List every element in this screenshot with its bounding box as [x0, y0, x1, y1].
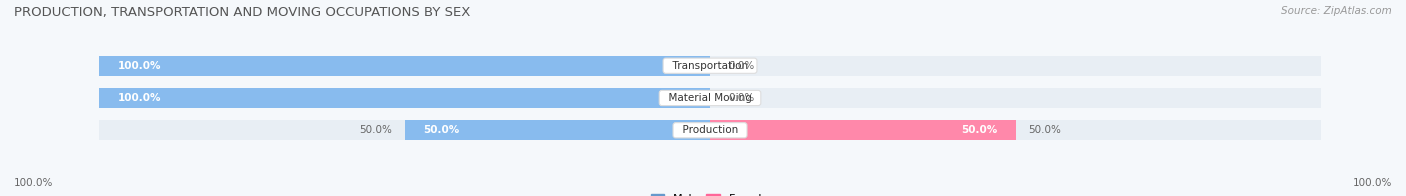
Text: 100.0%: 100.0% — [1353, 178, 1392, 188]
Text: 100.0%: 100.0% — [117, 93, 160, 103]
Text: Source: ZipAtlas.com: Source: ZipAtlas.com — [1281, 6, 1392, 16]
Bar — [98, 56, 1322, 76]
Text: 50.0%: 50.0% — [1028, 125, 1060, 135]
Bar — [710, 120, 1015, 140]
Text: 0.0%: 0.0% — [728, 93, 755, 103]
Text: Material Moving: Material Moving — [662, 93, 758, 103]
Text: 100.0%: 100.0% — [117, 61, 160, 71]
Bar — [98, 120, 1322, 140]
Bar — [98, 88, 1322, 108]
Text: Transportation: Transportation — [665, 61, 755, 71]
Text: 50.0%: 50.0% — [360, 125, 392, 135]
Legend: Male, Female: Male, Female — [651, 194, 769, 196]
Text: 100.0%: 100.0% — [14, 178, 53, 188]
Text: Production: Production — [676, 125, 744, 135]
Bar — [98, 88, 710, 108]
Text: 50.0%: 50.0% — [960, 125, 997, 135]
Text: 50.0%: 50.0% — [423, 125, 460, 135]
Bar — [405, 120, 710, 140]
Bar — [98, 56, 710, 76]
Text: PRODUCTION, TRANSPORTATION AND MOVING OCCUPATIONS BY SEX: PRODUCTION, TRANSPORTATION AND MOVING OC… — [14, 6, 471, 19]
Text: 0.0%: 0.0% — [728, 61, 755, 71]
